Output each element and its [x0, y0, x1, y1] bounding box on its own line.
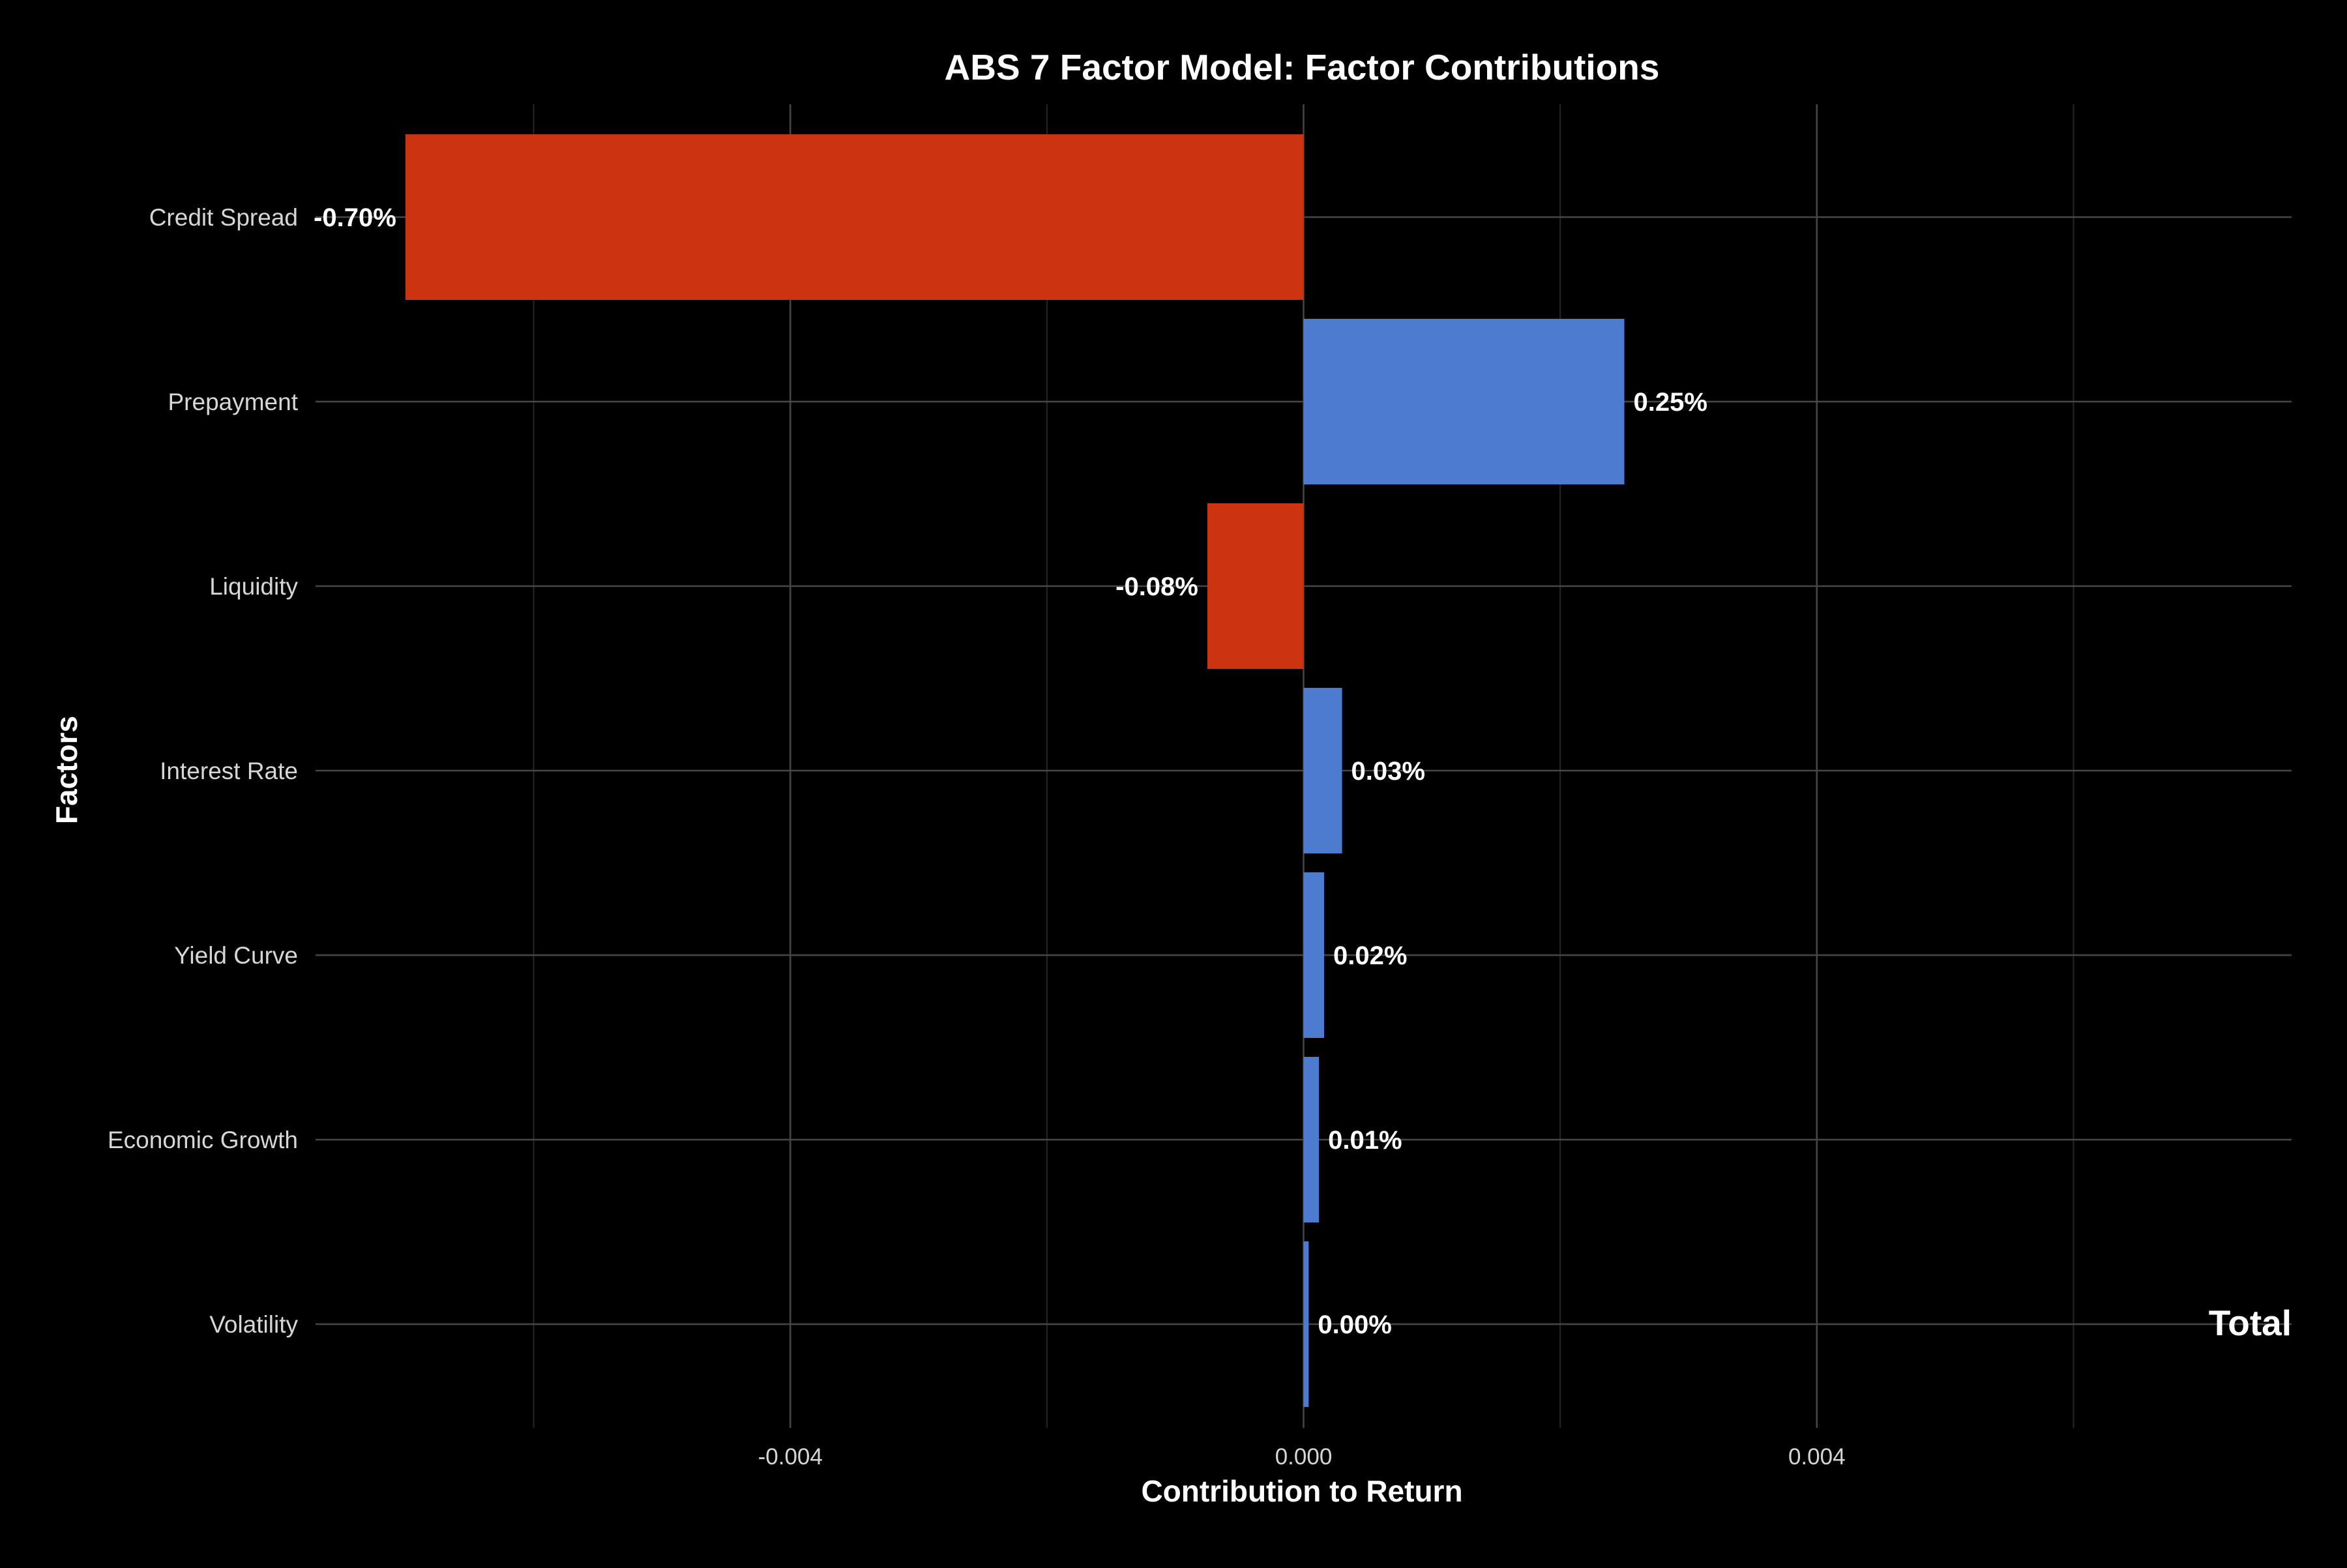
data-label: -0.08% — [1115, 572, 1198, 601]
data-label: -0.70% — [314, 203, 396, 232]
x-tick-label: 0.004 — [1788, 1444, 1846, 1470]
bars — [405, 134, 1625, 1407]
category-label: Economic Growth — [108, 1127, 298, 1153]
data-label: 0.01% — [1328, 1126, 1402, 1155]
total-annotation: Total — [2209, 1303, 2292, 1343]
category-label: Prepayment — [168, 389, 299, 415]
category-label: Volatility — [209, 1311, 298, 1338]
bar — [1303, 872, 1324, 1038]
x-axis-title: Contribution to Return — [1141, 1474, 1462, 1508]
y-axis-title: Factors — [50, 716, 83, 824]
category-label: Interest Rate — [160, 758, 298, 784]
data-label: 0.02% — [1333, 941, 1407, 970]
data-label: 0.03% — [1351, 757, 1425, 786]
category-label: Yield Curve — [174, 942, 298, 969]
category-label: Liquidity — [209, 573, 298, 600]
bar — [1207, 503, 1304, 669]
x-tick-labels: -0.004 0.000 0.004 — [758, 1444, 1846, 1470]
bar — [405, 134, 1304, 300]
category-labels: Credit Spread Prepayment Liquidity Interest… — [108, 204, 299, 1338]
bar — [1303, 1057, 1320, 1222]
bar — [1303, 1241, 1309, 1407]
data-label: 0.00% — [1318, 1310, 1391, 1339]
chart-title: ABS 7 Factor Model: Factor Contributions — [945, 47, 1660, 87]
x-tick-label: -0.004 — [758, 1444, 823, 1470]
x-tick-label: 0.000 — [1275, 1444, 1333, 1470]
bar — [1303, 319, 1625, 484]
bar — [1303, 688, 1342, 853]
data-labels: -0.70% 0.25% -0.08% 0.03% 0.02% 0.01% 0.00% — [314, 203, 1707, 1339]
category-label: Credit Spread — [149, 204, 298, 231]
data-label: 0.25% — [1634, 388, 1707, 417]
